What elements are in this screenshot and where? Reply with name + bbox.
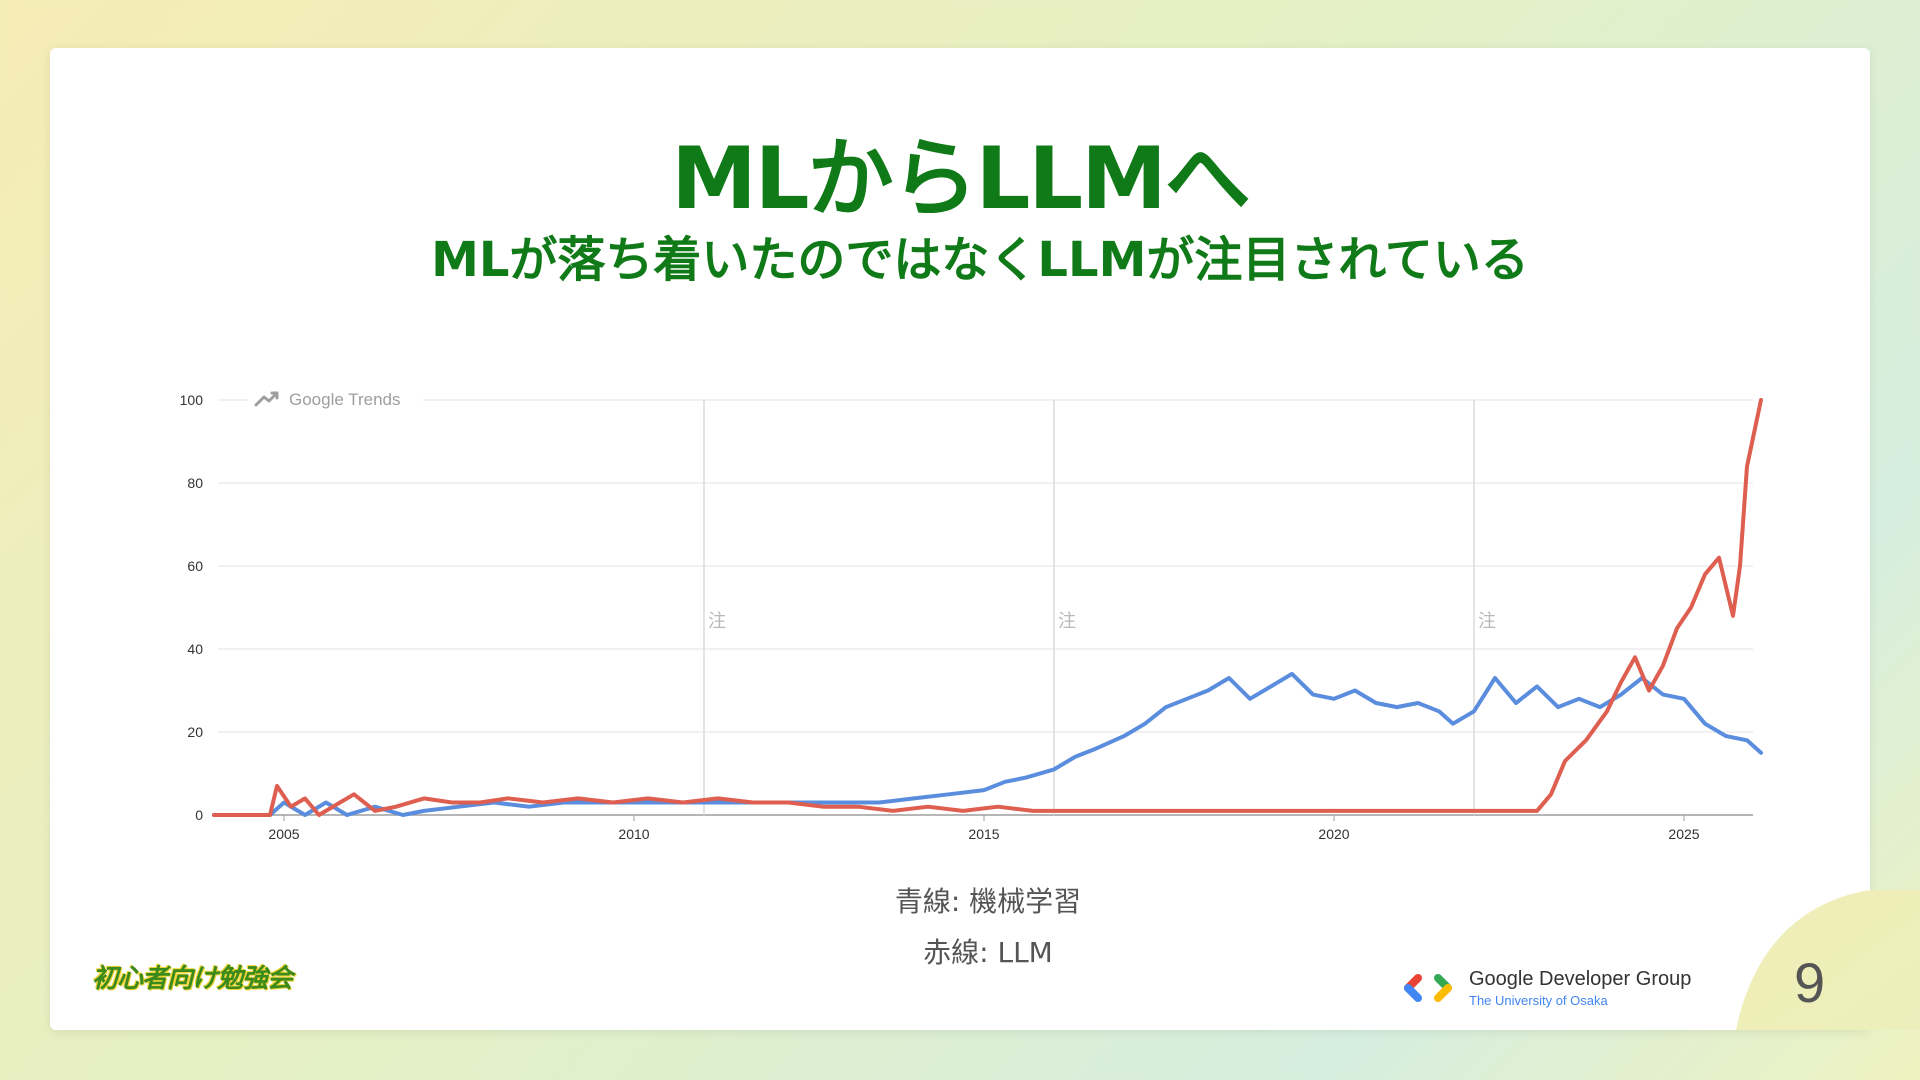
trends-icon — [254, 391, 279, 407]
watermark-bg — [248, 387, 423, 413]
x-tick-label: 2025 — [1668, 826, 1699, 842]
y-tick-label: 0 — [195, 807, 203, 823]
y-tick-label: 40 — [187, 641, 203, 657]
x-tick-label: 2020 — [1318, 826, 1349, 842]
y-tick-label: 80 — [187, 475, 203, 491]
slide-title: MLからLLMへ — [671, 129, 1251, 229]
red-line-caption: 赤線: LLM — [923, 936, 1053, 969]
gdg-name: Google Developer Group — [1469, 968, 1692, 990]
series-line-llm — [212, 398, 1763, 817]
slide-card — [50, 48, 1870, 1030]
note-marker: 注 — [1478, 611, 1496, 632]
page-curl — [1722, 890, 1920, 1030]
y-tick-label: 20 — [187, 724, 203, 740]
x-tick-label: 2005 — [268, 826, 299, 842]
slide-subtitle: MLが落ち着いたのではなくLLMが注目されている — [431, 232, 1529, 288]
y-tick-label: 60 — [187, 558, 203, 574]
gdg-logo-icon — [1404, 974, 1452, 1002]
x-tick-label: 2010 — [618, 826, 649, 842]
note-marker: 注 — [708, 611, 726, 632]
page-number: 9 — [1794, 951, 1826, 1014]
watermark-label: Google Trends — [289, 390, 401, 409]
gdg-university: The University of Osaka — [1469, 993, 1608, 1008]
blue-line-caption: 青線: 機械学習 — [894, 885, 1082, 918]
x-tick-label: 2015 — [968, 826, 999, 842]
study-group-logo: 初心者向け勉強会 — [92, 964, 293, 994]
note-marker: 注 — [1058, 611, 1076, 632]
y-tick-label: 100 — [180, 392, 204, 408]
series-line-machine-learning — [212, 671, 1763, 817]
